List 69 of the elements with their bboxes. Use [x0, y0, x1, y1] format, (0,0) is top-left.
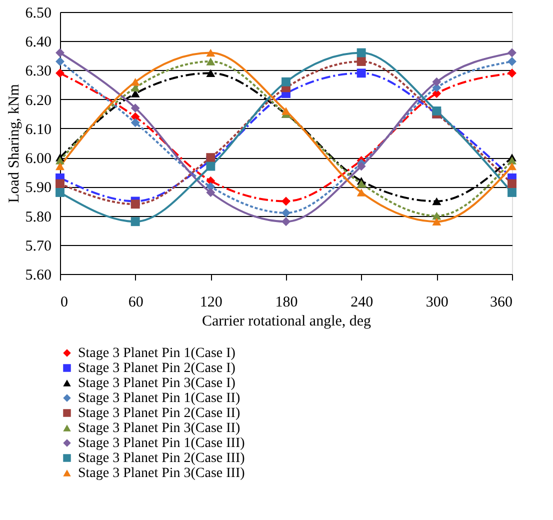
y-tick-label: 5.60	[25, 268, 52, 284]
point	[356, 48, 366, 58]
point	[356, 180, 366, 188]
x-tick-label: 180	[275, 294, 298, 310]
point	[356, 162, 366, 171]
legend-label: Stage 3 Planet Pin 1(Case II)	[78, 391, 240, 406]
point	[356, 68, 366, 78]
legend-label: Stage 3 Planet Pin 1(Case III)	[78, 436, 246, 451]
point	[432, 197, 442, 206]
point	[56, 156, 64, 164]
point	[432, 77, 442, 86]
x-axis-title: Carrier rotational angle, deg	[202, 314, 372, 330]
point	[508, 162, 516, 170]
y-tick-label: 5.80	[25, 209, 52, 226]
point	[508, 68, 516, 78]
point	[130, 200, 140, 209]
point	[56, 179, 64, 188]
legend-label: Stage 3 Planet Pin 3(Case III)	[78, 466, 246, 481]
point	[56, 57, 64, 66]
point	[206, 58, 216, 66]
point	[282, 107, 290, 115]
point	[282, 196, 290, 206]
point	[432, 212, 442, 220]
x-tick-label: 60	[128, 294, 144, 310]
point	[508, 188, 516, 197]
point	[356, 57, 366, 66]
y-tick-label: 5.90	[25, 180, 52, 196]
point	[56, 48, 64, 58]
x-tick-label: 240	[350, 294, 374, 310]
x-tick-label: 0	[60, 294, 68, 310]
point	[130, 118, 140, 128]
point	[56, 162, 64, 170]
legend-label: Stage 3 Planet Pin 2(Case I)	[78, 361, 236, 376]
point	[282, 217, 290, 226]
point	[432, 106, 442, 116]
y-tick-label: 6.50	[25, 6, 52, 22]
y-tick-label: 5.70	[25, 238, 52, 254]
x-tick-label: 120	[200, 294, 222, 310]
point	[508, 57, 516, 66]
legend-label: Stage 3 Planet Pin 3(Case II)	[78, 421, 240, 436]
point	[508, 48, 516, 58]
point	[206, 162, 216, 171]
legend-label: Stage 3 Planet Pin 3(Case I)	[78, 376, 236, 391]
point	[356, 188, 366, 196]
y-tick-label: 6.20	[25, 92, 52, 109]
y-tick-label: 6.40	[25, 34, 52, 51]
legend-label: Stage 3 Planet Pin 2(Case III)	[78, 451, 246, 466]
y-axis-title: Load Sharing, kNm	[6, 84, 22, 203]
point	[206, 48, 216, 57]
point	[130, 78, 140, 86]
point	[130, 104, 140, 113]
legend-label: Stage 3 Planet Pin 1(Case I)	[78, 346, 236, 361]
legend-label: Stage 3 Planet Pin 2(Case II)	[78, 406, 240, 421]
point	[130, 217, 140, 226]
point	[56, 188, 64, 197]
point	[508, 156, 516, 164]
point	[206, 188, 216, 197]
y-tick-label: 6.00	[25, 151, 52, 168]
point	[282, 208, 290, 218]
point	[206, 69, 216, 78]
y-tick-label: 6.30	[25, 64, 52, 80]
y-tick-label: 6.10	[25, 122, 52, 138]
x-tick-label: 360	[490, 294, 512, 310]
point	[432, 218, 442, 226]
point	[206, 153, 216, 162]
point	[282, 77, 290, 86]
point	[56, 68, 64, 78]
x-tick-label: 300	[426, 294, 448, 310]
point	[508, 179, 516, 188]
